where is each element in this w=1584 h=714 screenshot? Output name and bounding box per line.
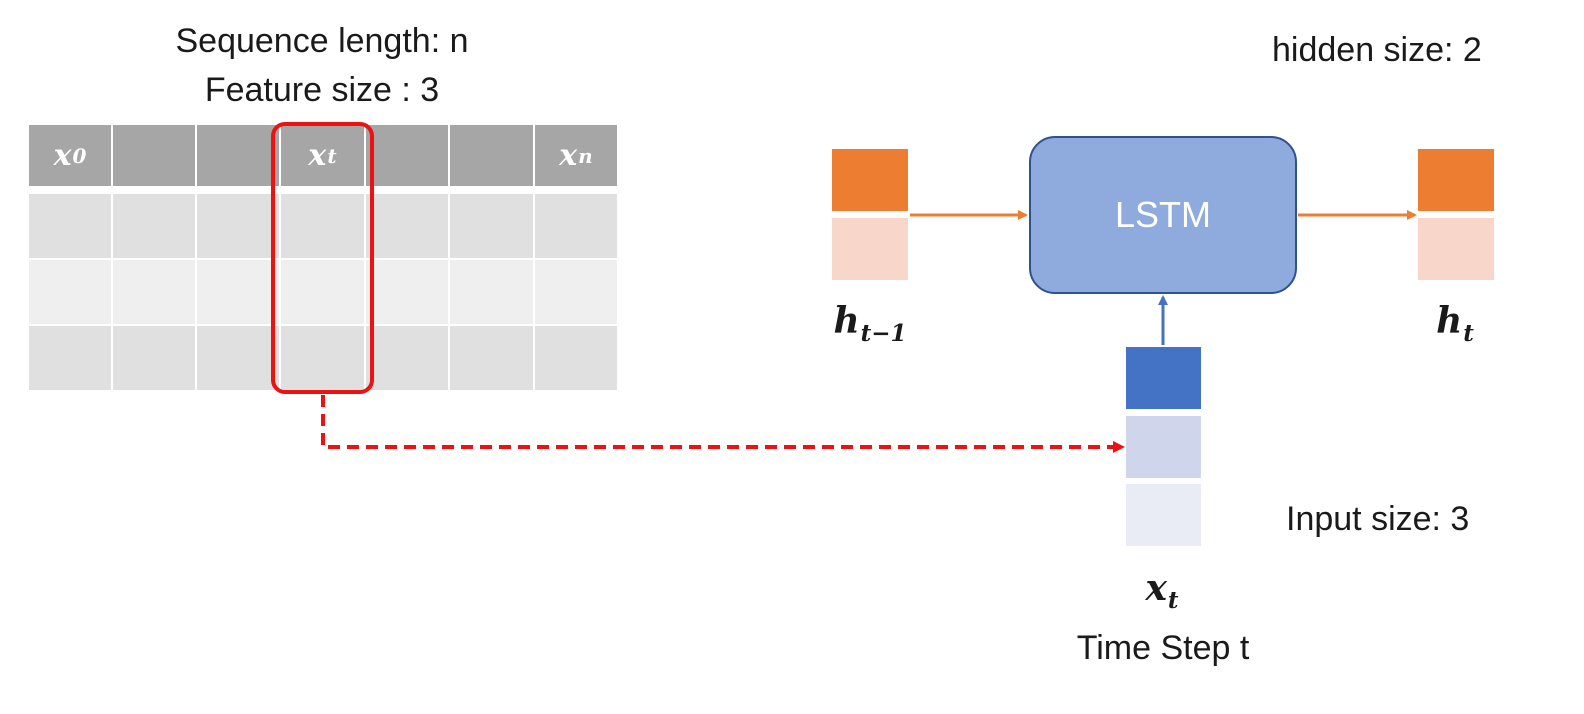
table-cell <box>450 260 533 324</box>
hidden-size-label: hidden size: 2 <box>1272 31 1482 69</box>
table-header-cell <box>366 125 448 186</box>
input-vector-sub: t <box>1167 587 1179 614</box>
input-cell-3 <box>1126 484 1201 546</box>
table-header-cell <box>450 125 533 186</box>
table-cell <box>197 194 279 258</box>
table-cell <box>535 194 617 258</box>
table-cell <box>366 260 448 324</box>
table-cell <box>366 326 448 390</box>
lstm-label: LSTM <box>1114 194 1211 235</box>
table-cell <box>113 194 195 258</box>
table-cell <box>366 194 448 258</box>
table-cell <box>197 326 279 390</box>
next-hidden-var: h <box>1436 300 1463 342</box>
input-cell-1 <box>1126 347 1201 409</box>
table-cell <box>281 260 364 324</box>
next-hidden-sub: t <box>1463 320 1474 347</box>
prev-hidden-label: ht−1 <box>833 300 906 347</box>
lstm-block: LSTM <box>1029 136 1297 294</box>
prev-hidden-var: h <box>833 300 860 342</box>
next-hidden-cell-2 <box>1418 218 1494 280</box>
input-vector-var: x <box>1145 567 1167 609</box>
table-cell <box>113 260 195 324</box>
table-header-var: x <box>308 138 327 173</box>
table-cell <box>535 260 617 324</box>
table-cell <box>450 194 533 258</box>
next-hidden-cell-1 <box>1418 149 1494 211</box>
table-header-sub: 0 <box>72 143 87 168</box>
highlight-column-frame <box>271 122 374 394</box>
prev-hidden-cell-1 <box>832 149 908 211</box>
table-cell <box>281 194 364 258</box>
table-header-var: x <box>559 138 578 173</box>
table-cell <box>197 260 279 324</box>
table-cell <box>29 326 111 390</box>
table-header-cell <box>197 125 279 186</box>
table-header-sub: n <box>578 143 593 168</box>
table-cell <box>535 326 617 390</box>
feature-size-label: Feature size : 3 <box>204 71 440 109</box>
input-vector-label: xt <box>1145 567 1178 614</box>
time-step-label: Time Step t <box>1076 629 1250 667</box>
table-cell <box>281 326 364 390</box>
table-cell <box>450 326 533 390</box>
table-header-cell <box>113 125 195 186</box>
table-cell <box>29 194 111 258</box>
sequence-length-label: Sequence length: n <box>175 22 469 60</box>
table-header-var: x <box>53 138 72 173</box>
table-cell <box>113 326 195 390</box>
input-size-label: Input size: 3 <box>1286 500 1470 538</box>
prev-hidden-cell-2 <box>832 218 908 280</box>
next-hidden-label: ht <box>1436 300 1474 347</box>
table-cell <box>29 260 111 324</box>
prev-hidden-sub: t−1 <box>860 320 907 347</box>
table-header-sub: t <box>327 143 337 168</box>
dashed-arrow-column-to-input <box>321 395 1125 453</box>
input-cell-2 <box>1126 416 1201 478</box>
